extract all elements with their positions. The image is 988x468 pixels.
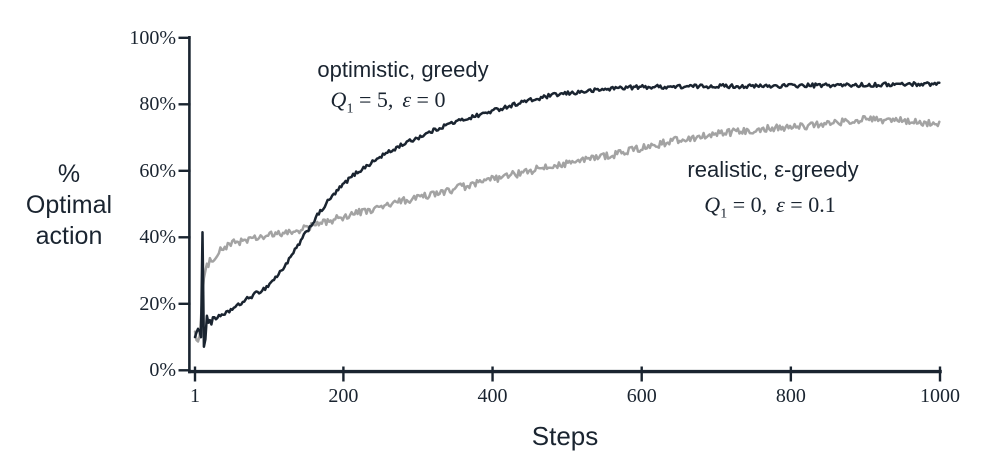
realistic-egreedy-curve (193, 115, 941, 343)
x-axis-title: Steps (531, 421, 599, 451)
y-axis-title-line1: % (57, 160, 81, 188)
epsilon-symbol: ε (402, 87, 412, 112)
x-tick-label-800: 800 (775, 385, 806, 407)
formula-tail: = 0.1 (784, 192, 836, 217)
y-tick-label-20: 20% (139, 292, 176, 315)
optimistic-greedy-curve (193, 81, 941, 348)
q-symbol: Q (704, 192, 721, 217)
y-tick-label-100: 100% (129, 26, 176, 49)
formula-mid: = 0, (727, 192, 768, 217)
y-tick-label-40: 40% (139, 226, 176, 249)
y-axis-title: % Optimal action (8, 159, 130, 252)
epsilon-symbol: ε (776, 192, 785, 217)
x-tick-label-1000: 1000 (920, 385, 960, 407)
annotation-optimistic-title: optimistic, greedy (317, 57, 489, 82)
x-tick-label-400: 400 (477, 385, 508, 407)
x-tick-label-600: 600 (626, 385, 657, 407)
annotation-optimistic-formula: Q1 = 5, ε = 0 (238, 87, 538, 117)
y-tick-label-80: 80% (139, 93, 176, 116)
x-tick-label-200: 200 (328, 385, 359, 407)
y-tick-label-0: 0% (149, 359, 176, 382)
formula-tail: = 0 (411, 87, 446, 112)
q-subscript: 1 (720, 206, 728, 222)
x-tick-label-1: 1 (190, 385, 200, 407)
formula-mid: = 5, (353, 87, 394, 112)
q-subscript: 1 (346, 101, 354, 117)
annotation-realistic-title: realistic, ε-greedy (687, 157, 859, 182)
annotation-realistic-formula: Q1 = 0, ε = 0.1 (620, 192, 920, 222)
q-symbol: Q (330, 87, 347, 112)
y-axis-title-line2: Optimal (25, 191, 113, 219)
y-tick-label-60: 60% (139, 159, 176, 182)
y-axis-title-line3: action (35, 222, 103, 250)
